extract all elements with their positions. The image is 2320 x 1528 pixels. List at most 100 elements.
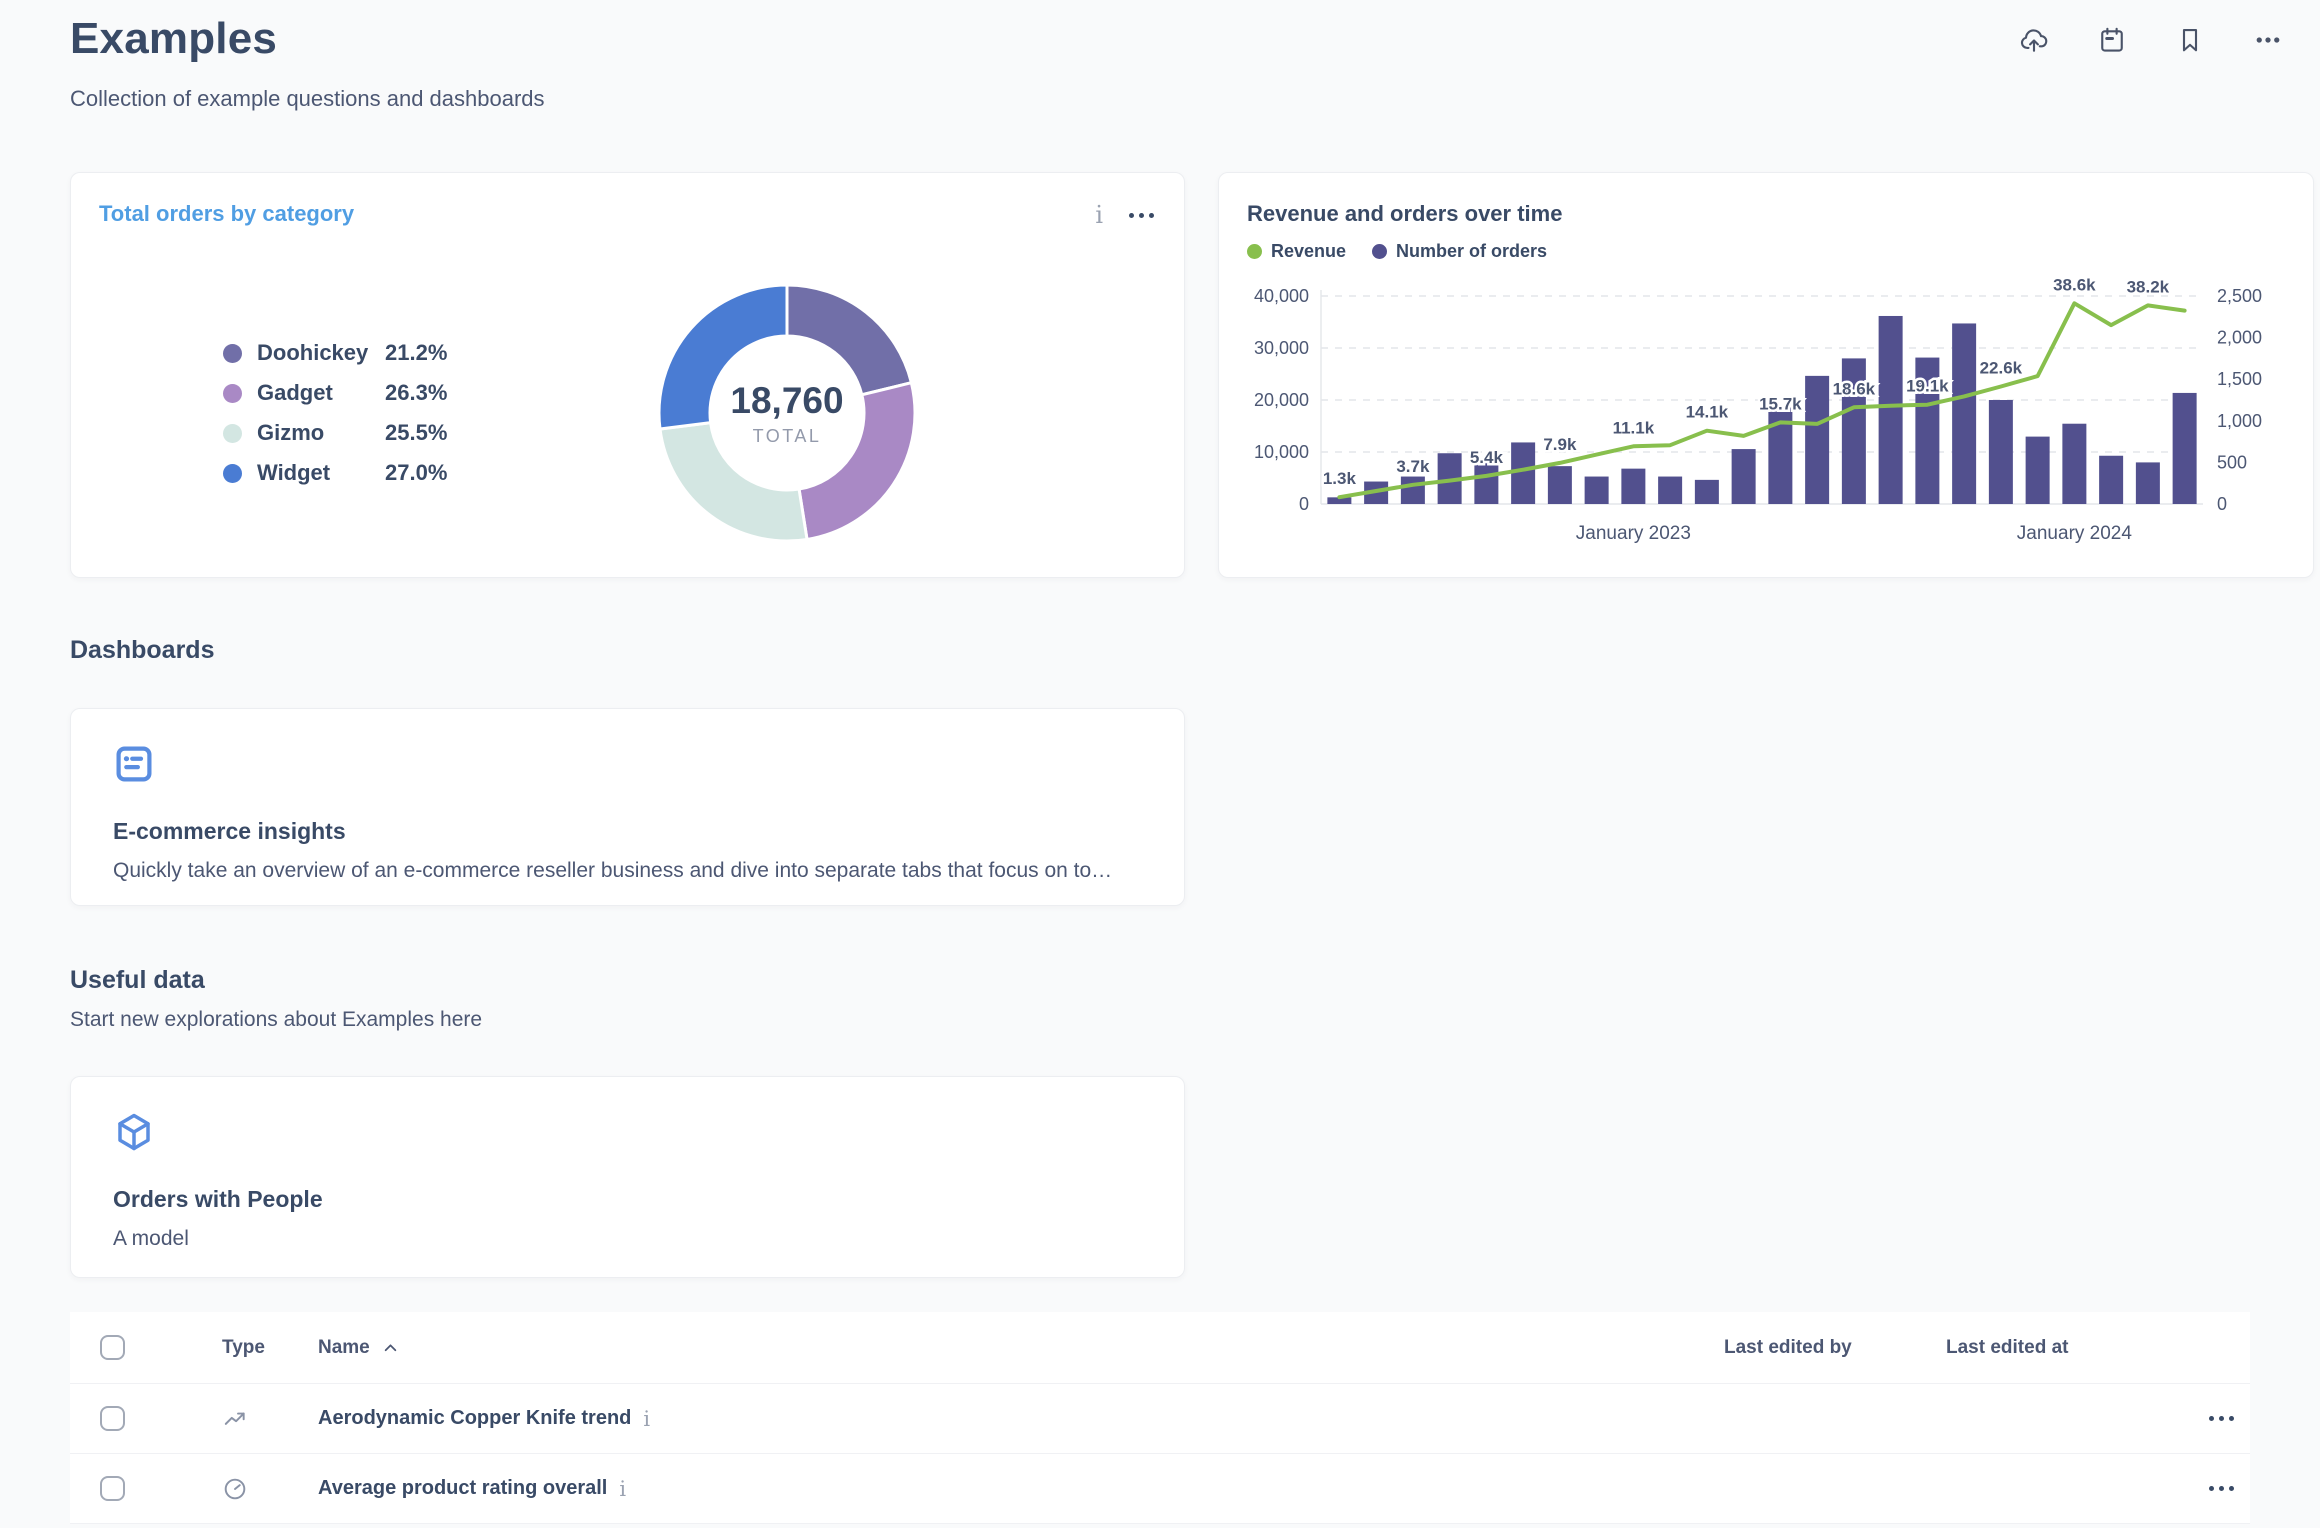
svg-text:1,000: 1,000 [2217,411,2262,431]
legend-percent: 27.0% [385,460,448,485]
order-bar [1584,476,1609,504]
revenue-line [1337,301,2187,500]
select-all-checkbox[interactable] [100,1335,125,1360]
column-header-type[interactable]: Type [222,1336,265,1358]
legend-dot [223,343,242,363]
legend-item-orders[interactable]: Number of orders [1372,241,1547,262]
svg-text:1,500: 1,500 [2217,369,2262,389]
legend-label: Gizmo [257,420,325,445]
info-icon[interactable]: i [643,1406,651,1431]
revenue-point-label: 3.7k [1396,457,1430,476]
order-bar [1547,466,1572,504]
item-name-link[interactable]: Average product rating overall [318,1477,608,1499]
legend-item-gizmo[interactable]: Gizmo 25.5% [223,420,465,446]
legend-percent: 25.5% [385,420,448,445]
column-header-label: Name [318,1336,370,1358]
more-icon[interactable] [2246,18,2290,62]
legend-dot [223,383,242,403]
info-icon[interactable]: i [619,1476,627,1501]
row-menu-icon[interactable] [2209,1416,2234,1421]
order-bar [1621,468,1646,504]
revenue-point-label: 38.6k [2053,275,2096,294]
legend-label: Gadget [257,380,333,405]
svg-text:20,000: 20,000 [1254,390,1309,410]
donut-legend: Doohickey 21.2% Gadget 26.3% Gizmo 25.5% Widge… [223,340,465,486]
header-actions [2012,18,2290,62]
legend-label: Number of orders [1396,241,1548,261]
combo-chart[interactable]: 0 10,000 20,000 30,000 40,000 0 500 1,000 1,500 2… [1243,266,2289,551]
row-checkbox[interactable] [100,1476,125,1501]
orders-legend-dot [1372,244,1388,259]
table-row[interactable]: Aerodynamic Copper Knife trend i [70,1384,2250,1454]
model-card-description: A model [113,1227,189,1250]
bookmark-icon[interactable] [2168,18,2212,62]
revenue-point-label: 15.7k [1759,394,1802,413]
legend-item-doohickey[interactable]: Doohickey 21.2% [223,340,465,366]
combo-card-title[interactable]: Revenue and orders over time [1247,201,1563,226]
legend-percent: 26.3% [385,380,448,405]
revenue-point-label: 38.2k [2127,277,2170,296]
order-bar [1805,375,1830,504]
model-card-orders-with-people[interactable]: Orders with People A model [70,1076,1185,1278]
order-bar [1474,462,1499,504]
column-header-name[interactable]: Name [306,1337,1712,1359]
model-card-title: Orders with People [113,1186,323,1212]
legend-dot [223,463,242,483]
legend-label: Doohickey [257,340,369,365]
x-axis-tick: January 2023 [1576,523,1691,544]
order-bar [1400,476,1425,504]
order-bar [1731,449,1756,504]
revenue-point-label: 18.6k [1833,379,1876,398]
cloud-upload-icon[interactable] [2012,18,2056,62]
order-bar [2025,436,2050,504]
legend-item-gadget[interactable]: Gadget 26.3% [223,380,465,406]
svg-text:10,000: 10,000 [1254,442,1309,462]
combo-legend: Revenue Number of orders [1219,227,2313,262]
svg-text:2,000: 2,000 [2217,328,2262,348]
item-name-link[interactable]: Aerodynamic Copper Knife trend [318,1407,632,1429]
table-header-row: Type Name Last edited by Last edited at [70,1312,2250,1384]
page-subtitle: Collection of example questions and dash… [70,86,545,111]
card-menu-icon[interactable] [1129,212,1154,218]
donut-slice-widget [657,283,789,431]
legend-label: Revenue [1271,241,1347,261]
dashboards-heading: Dashboards [70,636,215,664]
order-bar [1694,479,1719,504]
legend-label: Widget [257,460,331,485]
donut-card-title[interactable]: Total orders by category [99,201,355,226]
dashboard-card-ecommerce[interactable]: E-commerce insights Quickly take an over… [70,708,1185,906]
order-bar [2099,455,2124,504]
legend-dot [223,423,242,443]
dashboard-card-description: Quickly take an overview of an e-commerc… [113,859,1113,882]
legend-item-revenue[interactable]: Revenue [1247,241,1346,262]
svg-text:0: 0 [2217,494,2227,514]
order-bar [1511,442,1536,504]
order-bar [1988,400,2013,504]
row-checkbox[interactable] [100,1406,125,1431]
revenue-legend-dot [1247,244,1262,259]
column-header-last-edited-at[interactable]: Last edited at [1946,1336,2069,1358]
svg-text:40,000: 40,000 [1254,286,1309,306]
useful-data-heading: Useful data [70,966,205,994]
table-row[interactable]: Average product rating overall i [70,1454,2250,1524]
revenue-point-label: 7.9k [1543,435,1577,454]
column-header-last-edited-by[interactable]: Last edited by [1724,1336,1852,1358]
combo-chart-card: Revenue and orders over time Revenue Num… [1218,172,2314,578]
svg-text:30,000: 30,000 [1254,338,1309,358]
revenue-point-label: 1.3k [1323,469,1357,488]
dashboard-card-title: E-commerce insights [113,818,346,844]
calendar-icon[interactable] [2090,18,2134,62]
legend-percent: 21.2% [385,340,448,365]
info-icon[interactable]: i [1095,201,1103,229]
donut-chart[interactable]: 18,760 TOTAL [651,277,923,549]
model-icon [118,1113,150,1151]
legend-item-widget[interactable]: Widget 27.0% [223,460,465,486]
revenue-point-label: 11.1k [1613,418,1655,437]
donut-slice-gizmo [658,420,809,543]
order-bar [1915,357,1940,504]
page-title: Examples [70,14,278,63]
row-menu-icon[interactable] [2209,1486,2234,1491]
collection-items-table: Type Name Last edited by Last edited at … [70,1312,2250,1524]
sort-asc-icon [384,1344,396,1352]
revenue-point-label: 22.6k [1980,358,2023,377]
